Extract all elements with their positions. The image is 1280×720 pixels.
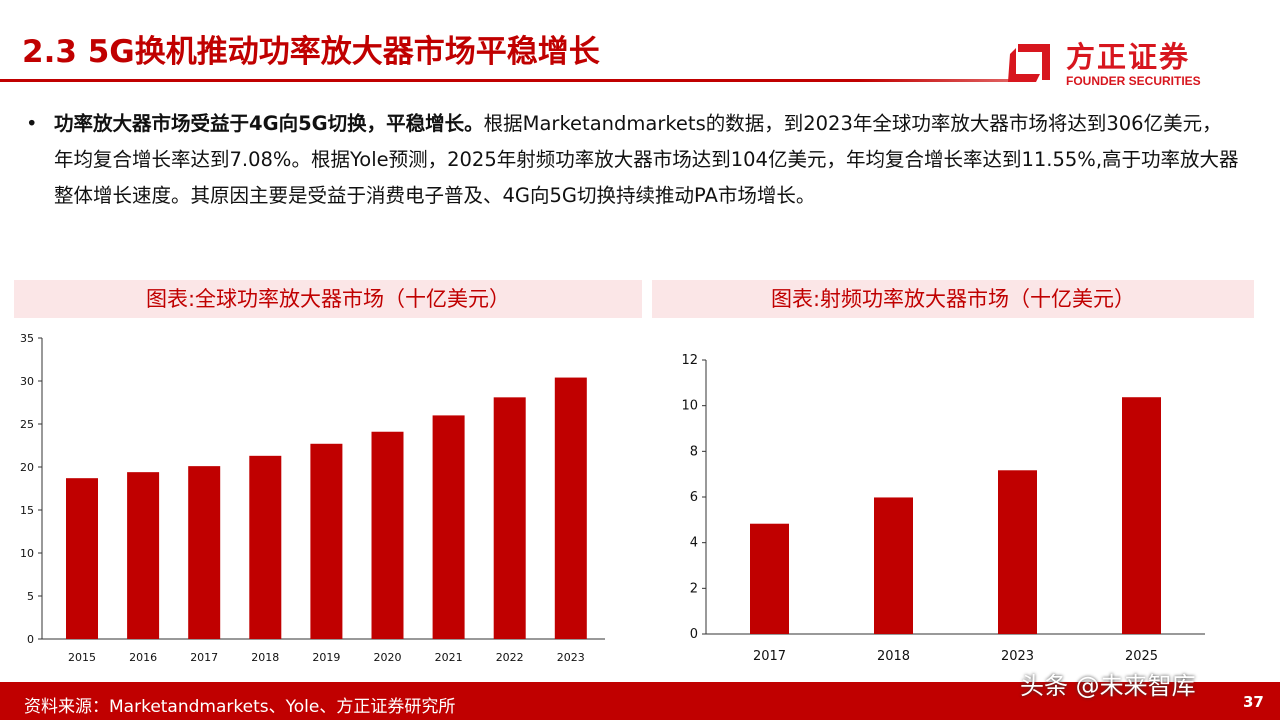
logo-mark-icon [1008,44,1050,82]
chart1-bar-2022 [493,397,526,639]
bullet-body: 根据Marketandmarkets的数据，到2023年全球功率放大器市场将达到… [54,112,1239,207]
bullet-bold-lead: 功率放大器市场受益于4G向5G切换，平稳增长。 [54,112,484,135]
page-number: 37 [1243,693,1264,711]
footer-bar [0,682,1280,720]
chart2-y-tick-label: 12 [681,353,698,368]
chart2-y-tick-label: 10 [681,399,698,414]
chart1-bar-2019 [310,443,343,639]
chart1-x-tick-label: 2021 [435,651,463,664]
chart2-x-tick-label: 2017 [753,649,786,664]
chart2-x-tick-label: 2025 [1125,649,1158,664]
chart1-x-tick-label: 2020 [374,651,402,664]
chart1-bar-2016 [127,472,160,639]
chart2-y-tick-label: 2 [690,581,698,596]
chart2-y-tick-label: 6 [690,490,698,505]
chart1-bar-2023 [554,377,587,639]
bullet-paragraph: • 功率放大器市场受益于4G向5G切换，平稳增长。根据Marketandmark… [26,106,1241,214]
chart2-y-tick-label: 0 [690,627,698,642]
title-divider [0,79,1010,82]
chart1-y-tick-label: 15 [20,504,34,517]
watermark: 头条 @未来智库 [1020,672,1196,700]
chart1-y-tick-label: 5 [27,590,34,603]
chart2-title: 图表:射频功率放大器市场（十亿美元） [652,280,1254,318]
chart1-x-tick-label: 2022 [496,651,524,664]
chart1-title: 图表:全球功率放大器市场（十亿美元） [14,280,642,318]
chart1-y-tick-label: 0 [27,633,34,646]
bullet-dot: • [26,112,38,135]
chart2-bar-2018 [874,497,913,634]
chart1-bar-2015 [66,478,98,639]
logo-text-en: FOUNDER SECURITIES [1066,74,1201,88]
chart2-bar-2023 [998,470,1037,634]
chart1-y-tick-label: 35 [20,332,34,345]
chart1-x-tick-label: 2023 [557,651,585,664]
chart2-x-tick-label: 2018 [877,649,910,664]
chart1-x-tick-label: 2015 [68,651,96,664]
chart1-x-tick-label: 2017 [190,651,218,664]
chart1-bar-2018 [249,455,282,639]
chart1-x-tick-label: 2018 [251,651,279,664]
chart2-x-tick-label: 2023 [1001,649,1034,664]
founder-logo: 方正证券 FOUNDER SECURITIES [1006,34,1266,90]
chart1-bar-2021 [432,415,465,639]
chart2-y-tick-label: 4 [690,536,698,551]
slide-title: 2.3 5G换机推动功率放大器市场平稳增长 [22,34,600,70]
chart1-y-tick-label: 20 [20,461,34,474]
chart2-bar-2025 [1122,397,1161,634]
chart1-y-tick-label: 10 [20,547,34,560]
chart1-bar-2020 [371,431,404,639]
chart2-bar-2017 [750,523,789,634]
chart1-y-tick-label: 25 [20,418,34,431]
chart1-x-tick-label: 2016 [129,651,157,664]
chart1-bar-2017 [188,466,221,639]
logo-text-cn: 方正证券 [1066,40,1191,74]
chart1-x-tick-label: 2019 [312,651,340,664]
chart1-y-tick-label: 30 [20,375,34,388]
source-note: 资料来源：Marketandmarkets、Yole、方正证券研究所 [24,697,456,717]
chart2-y-tick-label: 8 [690,444,698,459]
